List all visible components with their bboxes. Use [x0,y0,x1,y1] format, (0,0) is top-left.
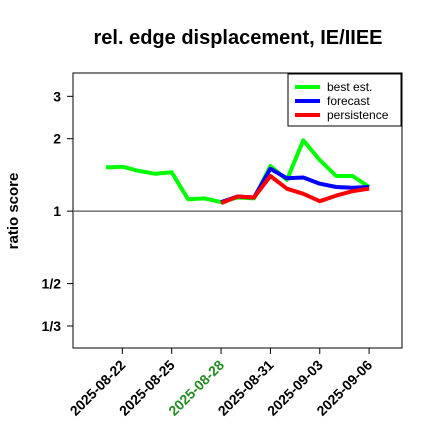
legend-label: persistence [327,108,389,122]
y-ticks: 1/3 1/2 1 2 3 [42,88,73,334]
plot-area [72,72,403,349]
series-group [105,138,371,205]
series-line-best-est [105,138,371,205]
chart-title: rel. edge displacement, IE/IIEE [94,27,383,49]
series-line-persistence [220,174,370,205]
y-tick-label: 1/2 [42,276,62,292]
legend-label: best est. [327,80,372,94]
y-tick-label: 2 [53,131,61,147]
legend-label: forecast [327,94,370,108]
y-tick-label: 1/3 [42,318,62,334]
x-ticks: 2025-08-222025-08-252025-08-282025-08-31… [67,348,375,419]
y-tick-label: 1 [53,203,61,219]
y-axis-label: ratio score [5,173,22,250]
y-tick-label: 3 [53,88,61,104]
